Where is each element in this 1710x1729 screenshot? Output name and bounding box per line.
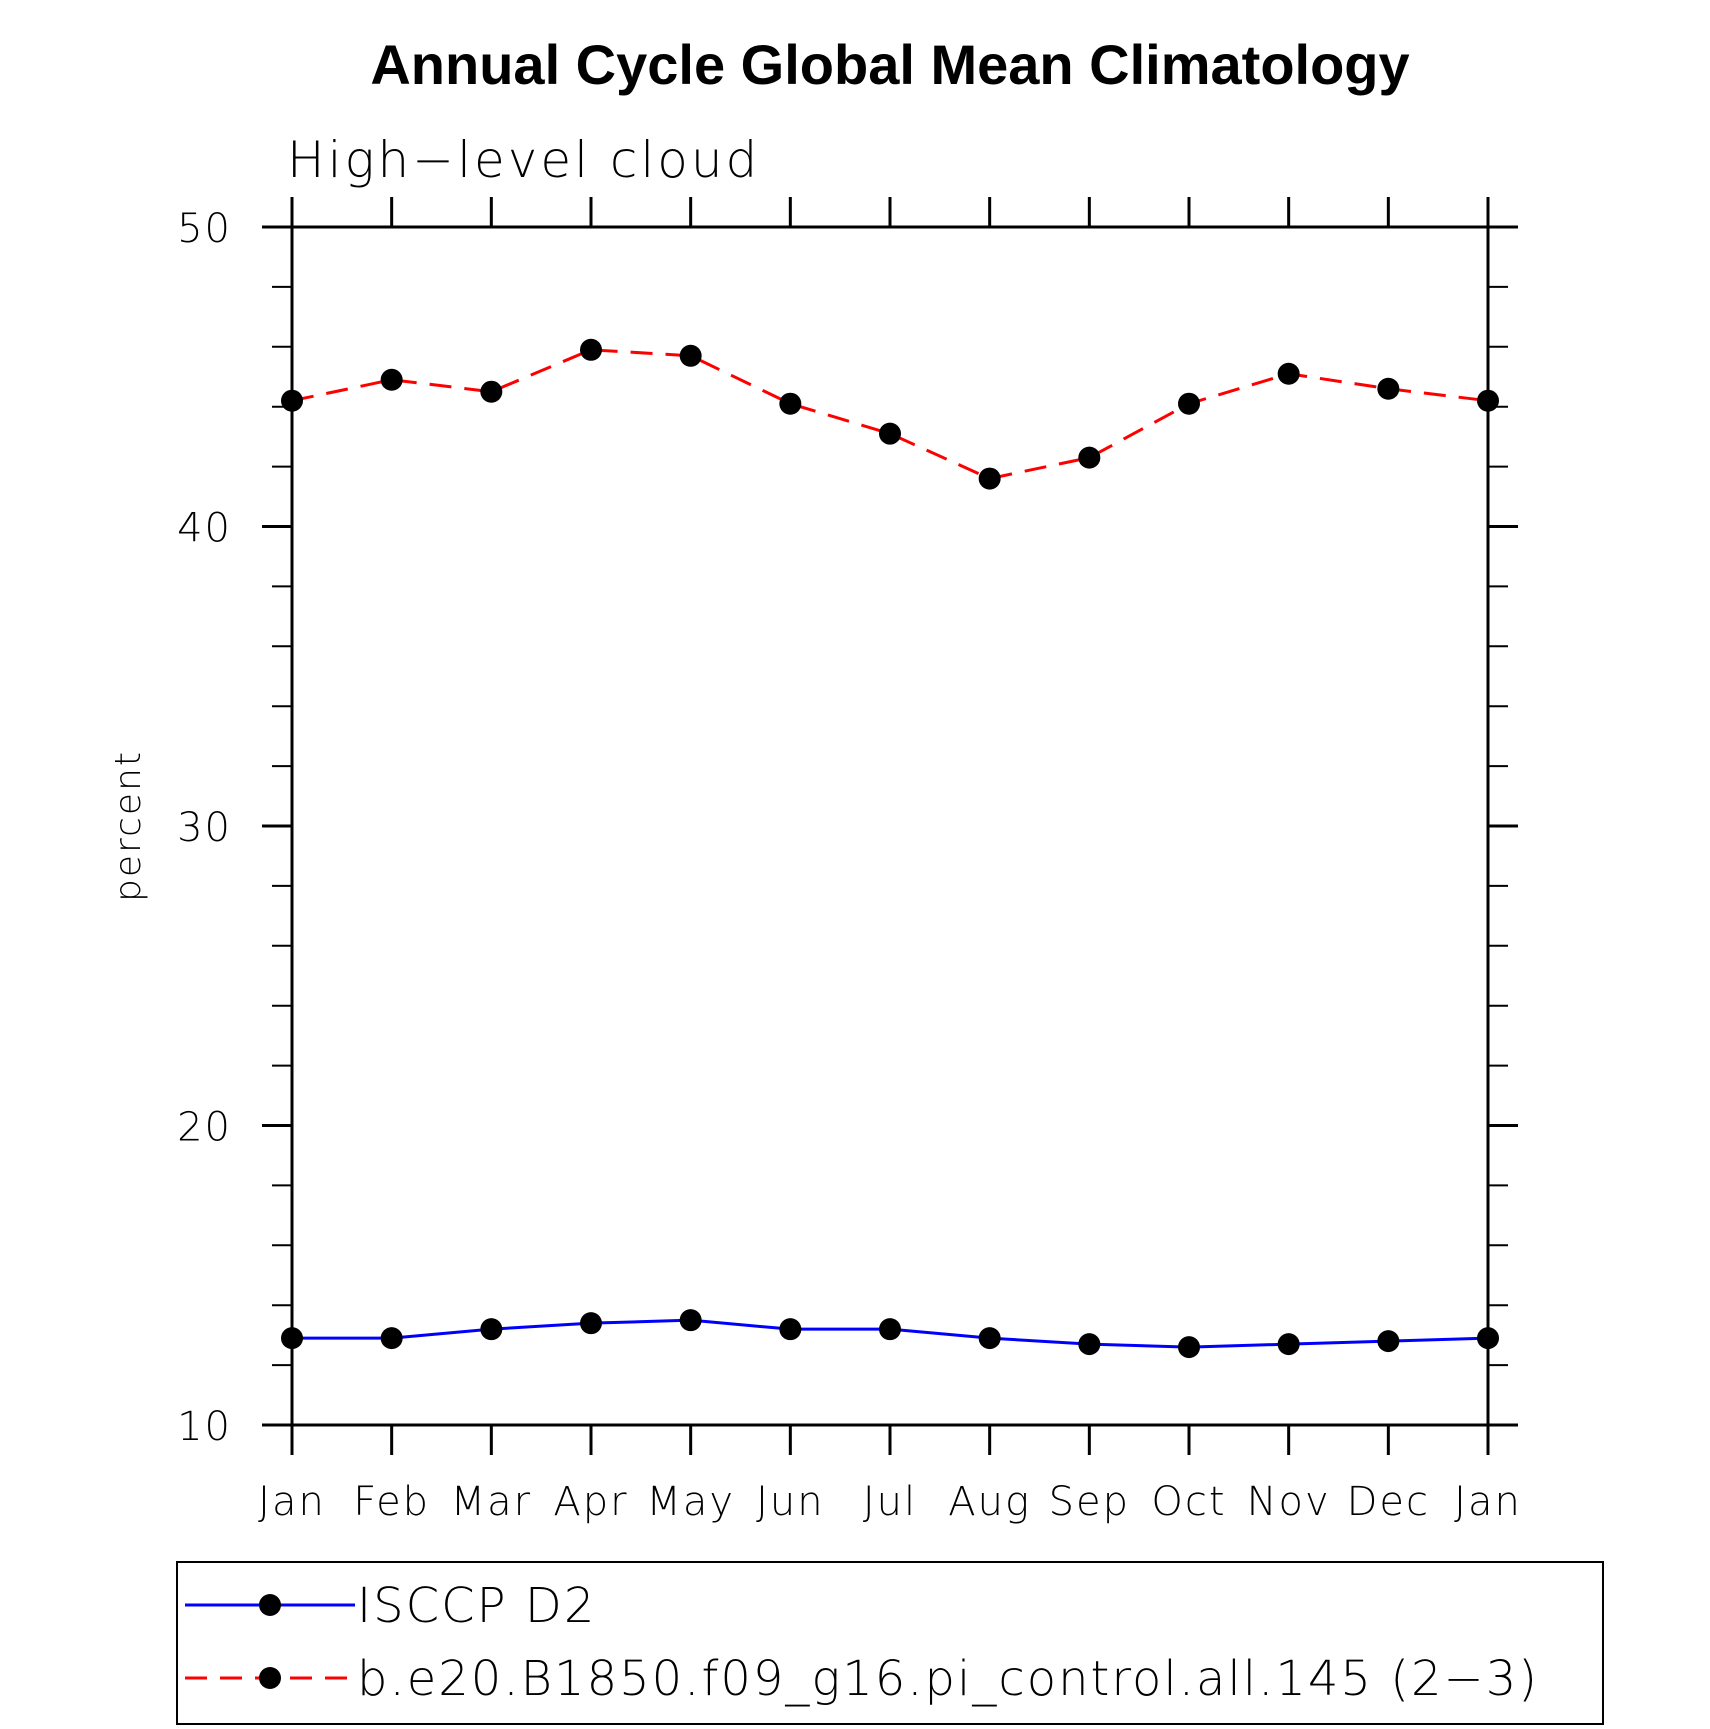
y-tick-label: 50: [177, 206, 232, 252]
data-point: [1078, 1333, 1101, 1356]
x-tick-label: Jul: [863, 1479, 917, 1525]
data-point: [679, 344, 702, 367]
data-point: [1377, 1330, 1400, 1353]
data-point: [779, 1318, 802, 1341]
x-tick-label: Sep: [1049, 1479, 1130, 1525]
data-point: [480, 380, 503, 403]
x-tick-label: Feb: [353, 1479, 430, 1525]
legend-marker: [259, 1594, 281, 1616]
series-line: [291, 348, 1489, 481]
data-point: [1477, 389, 1499, 412]
data-point: [281, 389, 303, 412]
y-axis-label: percent: [108, 750, 149, 902]
legend-label: b.e20.B1850.f09_g16.pi_control.all.145 (…: [357, 1651, 1539, 1707]
legend: ISCCP D2 b.e20.B1850.f09_g16.pi_control.a…: [176, 1561, 1604, 1725]
data-point: [1178, 1336, 1200, 1359]
data-point: [1477, 1327, 1499, 1350]
legend-marker: [259, 1667, 281, 1689]
data-point: [1178, 392, 1200, 415]
data-point: [380, 1327, 403, 1350]
x-tick-label: Jan: [258, 1479, 326, 1525]
chart-title: Annual Cycle Global Mean Climatology: [370, 33, 1409, 96]
y-tick-label: 30: [177, 805, 232, 851]
chart-subtitle: High−level cloud: [287, 131, 760, 189]
data-series: [281, 338, 1499, 1359]
data-point: [580, 338, 602, 361]
data-point: [978, 1327, 1001, 1350]
legend-box: [176, 1561, 1604, 1725]
y-tick-label: 20: [177, 1105, 232, 1151]
data-point: [380, 368, 403, 391]
data-point: [1078, 446, 1101, 469]
x-tick-label: Nov: [1247, 1479, 1331, 1525]
x-tick-label: Apr: [553, 1479, 628, 1525]
data-point: [978, 467, 1001, 490]
series-1: [281, 1309, 1499, 1359]
y-tick-label: 10: [177, 1404, 232, 1450]
y-tick-labels: 10 20 30 40 50: [177, 206, 232, 1450]
x-tick-label: May: [646, 1479, 735, 1525]
x-tick-label: Oct: [1151, 1479, 1226, 1525]
series-2: [281, 338, 1499, 490]
x-tick-label: Dec: [1347, 1479, 1430, 1525]
data-point: [281, 1327, 303, 1350]
data-point: [480, 1318, 503, 1341]
data-point: [679, 1309, 702, 1332]
plot-frame: [290, 225, 1490, 1427]
x-tick-label: Mar: [451, 1479, 532, 1525]
x-tick-label: Jun: [756, 1479, 825, 1525]
x-tick-labels: Jan Feb Mar Apr May Jun Jul Aug Sep Oct Nov Dec Jan: [258, 1479, 1522, 1525]
x-tick-label: Jan: [1454, 1479, 1522, 1525]
x-tick-label: Aug: [948, 1479, 1031, 1525]
data-point: [779, 392, 802, 415]
data-point: [580, 1312, 602, 1335]
data-point: [1277, 1333, 1300, 1356]
y-tick-label: 40: [177, 506, 232, 552]
data-point: [879, 1318, 901, 1341]
legend-label: ISCCP D2: [357, 1578, 596, 1634]
data-point: [1277, 362, 1300, 385]
data-point: [1377, 377, 1400, 400]
data-point: [879, 422, 901, 445]
